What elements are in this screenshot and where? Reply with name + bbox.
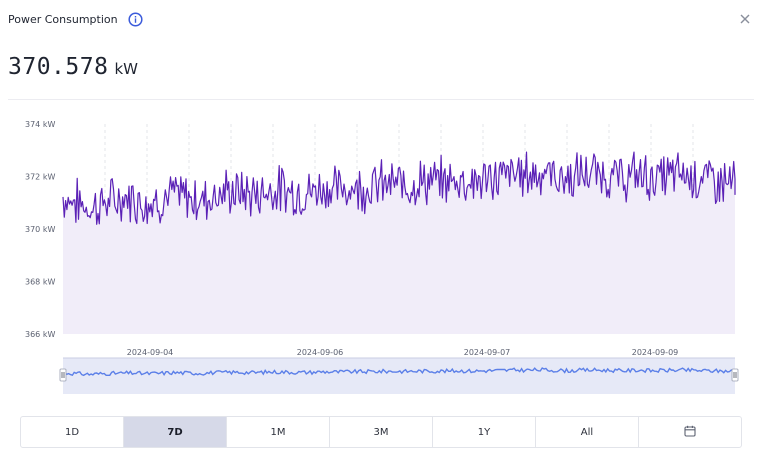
navigator-line: [62, 367, 736, 377]
chart-area-fill: [63, 152, 735, 334]
calendar-button[interactable]: [639, 417, 741, 447]
x-axis-ticks: 2024-09-04 2024-09-06 2024-09-07 2024-09-09: [127, 348, 679, 357]
range-1m-button[interactable]: 1M: [227, 417, 330, 447]
series-area: [63, 152, 735, 334]
range-all-button[interactable]: All: [536, 417, 639, 447]
range-selector: 1D 7D 1M 3M 1Y All: [20, 416, 742, 448]
current-reading: 370.578 kW: [8, 54, 138, 80]
calendar-icon: [684, 425, 696, 440]
navigator-right-handle[interactable]: [731, 368, 739, 382]
chart-area: 374 kW 372 kW 370 kW 368 kW 366 kW 2024-09-0…: [0, 110, 768, 400]
navigator-left-handle[interactable]: [59, 368, 67, 382]
range-1y-button[interactable]: 1Y: [433, 417, 536, 447]
navigator: [59, 357, 739, 394]
y-tick-label: 372 kW: [25, 173, 55, 182]
y-tick-label: 368 kW: [25, 278, 55, 287]
series-line: [62, 151, 736, 225]
panel-header: Power Consumption: [8, 10, 143, 28]
chart-series-line: [62, 151, 736, 225]
x-tick-label: 2024-09-07: [464, 348, 511, 357]
x-tick-label: 2024-09-06: [297, 348, 344, 357]
reading-unit: kW: [114, 60, 138, 78]
navigator-window: [63, 358, 735, 394]
panel-title: Power Consumption: [8, 12, 118, 26]
info-icon[interactable]: [128, 11, 143, 27]
y-tick-label: 366 kW: [25, 330, 55, 339]
y-tick-label: 370 kW: [25, 225, 55, 234]
x-tick-label: 2024-09-09: [632, 348, 679, 357]
x-tick-label: 2024-09-04: [127, 348, 174, 357]
power-chart: 374 kW 372 kW 370 kW 368 kW 366 kW 2024-09-0…: [25, 120, 739, 394]
range-7d-button[interactable]: 7D: [124, 417, 227, 447]
range-1d-button[interactable]: 1D: [21, 417, 124, 447]
y-axis-ticks: 374 kW 372 kW 370 kW 368 kW 366 kW: [25, 120, 55, 339]
divider: [8, 99, 754, 100]
range-3m-button[interactable]: 3M: [330, 417, 433, 447]
y-tick-label: 374 kW: [25, 120, 55, 129]
close-icon[interactable]: [738, 11, 752, 25]
reading-value: 370.578: [8, 54, 109, 80]
